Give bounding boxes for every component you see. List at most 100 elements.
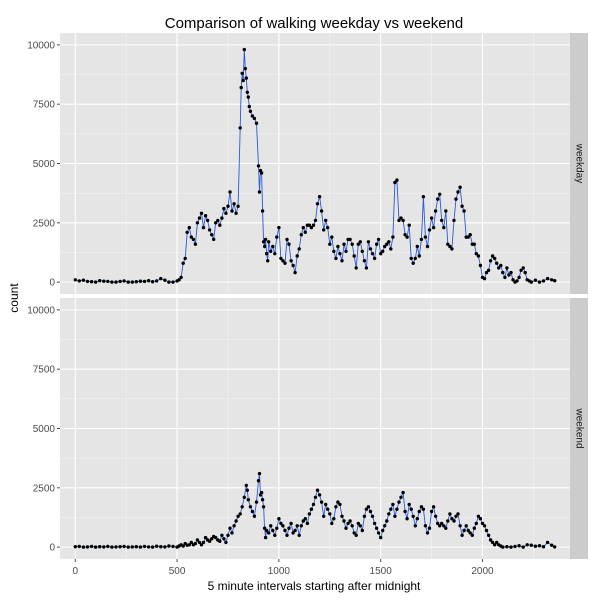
data-point xyxy=(505,545,509,549)
data-point xyxy=(330,521,334,526)
data-point xyxy=(150,545,155,549)
data-point xyxy=(360,528,364,533)
data-point xyxy=(262,244,267,249)
data-point xyxy=(511,278,515,282)
data-point xyxy=(486,533,491,537)
data-point xyxy=(281,259,285,263)
data-point xyxy=(352,531,356,535)
data-point xyxy=(476,514,481,518)
data-point xyxy=(413,524,417,528)
data-point xyxy=(241,78,245,83)
data-point xyxy=(427,526,432,530)
data-point xyxy=(234,519,238,523)
data-point xyxy=(191,237,196,242)
data-point xyxy=(181,544,185,548)
data-point xyxy=(256,164,261,168)
data-point xyxy=(301,519,305,523)
data-point xyxy=(293,528,297,533)
data-point xyxy=(332,249,336,253)
data-point xyxy=(460,204,464,208)
data-point xyxy=(287,242,291,246)
data-point xyxy=(146,545,151,549)
y-tick-label: 7500 xyxy=(33,365,56,376)
data-point xyxy=(379,535,383,540)
data-point xyxy=(106,544,110,549)
data-point xyxy=(326,225,330,230)
data-point xyxy=(177,278,181,282)
data-point xyxy=(550,278,554,282)
data-point xyxy=(387,240,391,244)
data-point xyxy=(322,228,326,232)
data-point xyxy=(189,540,193,545)
data-point xyxy=(309,225,314,230)
data-point xyxy=(354,533,358,537)
data-point xyxy=(277,517,281,521)
data-point xyxy=(299,233,303,237)
data-point xyxy=(488,259,493,263)
data-point xyxy=(98,279,102,283)
data-point xyxy=(387,512,391,516)
data-point xyxy=(242,495,246,499)
data-point xyxy=(183,256,187,261)
data-point xyxy=(197,540,202,545)
data-point xyxy=(73,278,78,282)
data-point xyxy=(267,240,271,244)
data-point xyxy=(372,256,377,261)
data-point xyxy=(264,252,269,256)
data-point xyxy=(486,268,491,272)
y-axis-label: count xyxy=(7,283,21,313)
data-point xyxy=(315,488,320,492)
data-point xyxy=(499,263,503,268)
data-point xyxy=(533,544,538,548)
data-point xyxy=(348,237,352,242)
data-point xyxy=(450,517,454,521)
data-point xyxy=(317,195,322,199)
data-point xyxy=(515,279,519,283)
data-point xyxy=(374,526,379,530)
data-point xyxy=(336,500,340,504)
data-point xyxy=(85,279,90,284)
data-point xyxy=(409,256,413,261)
data-point xyxy=(285,237,289,242)
data-point xyxy=(197,216,202,220)
data-point xyxy=(185,230,189,234)
data-point xyxy=(370,514,375,518)
data-point xyxy=(466,235,470,239)
data-point xyxy=(379,252,383,256)
data-point xyxy=(222,537,226,541)
data-point xyxy=(397,218,401,223)
data-point xyxy=(454,514,458,518)
data-point xyxy=(374,242,379,246)
y-tick-label: 7500 xyxy=(33,100,56,111)
data-point xyxy=(519,268,523,272)
data-point xyxy=(261,505,266,509)
data-point xyxy=(289,521,293,526)
data-point xyxy=(370,252,375,256)
data-point xyxy=(199,543,204,547)
data-point xyxy=(269,249,273,253)
data-point xyxy=(476,254,481,258)
data-point xyxy=(238,126,242,130)
data-point xyxy=(521,266,525,270)
data-point xyxy=(309,507,314,511)
data-point xyxy=(273,533,277,537)
data-point xyxy=(484,528,489,533)
data-point xyxy=(429,509,434,514)
data-point xyxy=(254,500,259,504)
data-point xyxy=(245,488,249,492)
data-point xyxy=(429,216,434,220)
data-point xyxy=(254,121,259,125)
data-point xyxy=(482,276,487,281)
data-point xyxy=(350,242,354,246)
data-point xyxy=(259,171,264,175)
data-point xyxy=(195,538,200,542)
data-point xyxy=(421,195,426,199)
data-point xyxy=(438,524,442,528)
data-point xyxy=(193,242,198,246)
data-point xyxy=(358,240,362,244)
data-point xyxy=(328,512,332,516)
data-point xyxy=(232,202,236,206)
data-point xyxy=(167,544,171,548)
data-point xyxy=(319,209,324,213)
data-point xyxy=(431,505,436,509)
